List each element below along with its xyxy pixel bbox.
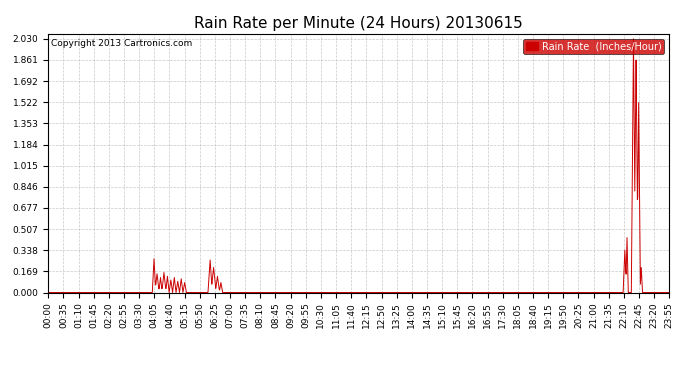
Title: Rain Rate per Minute (24 Hours) 20130615: Rain Rate per Minute (24 Hours) 20130615 <box>195 16 523 31</box>
Legend: Rain Rate  (Inches/Hour): Rain Rate (Inches/Hour) <box>523 39 664 54</box>
Text: Copyright 2013 Cartronics.com: Copyright 2013 Cartronics.com <box>51 39 193 48</box>
